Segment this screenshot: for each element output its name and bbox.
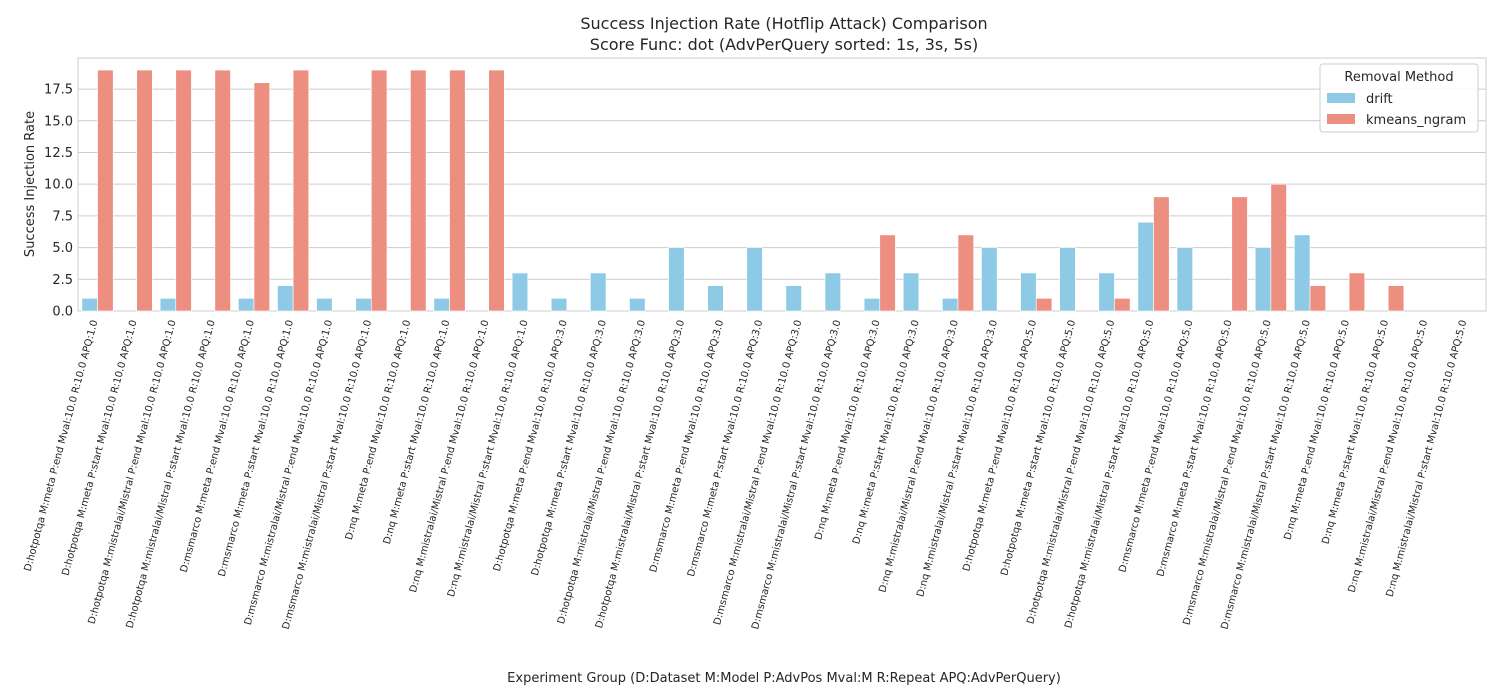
bar-kmeans-ngram	[1309, 285, 1326, 312]
chart-title: Success Injection Rate (Hotflip Attack) …	[580, 14, 987, 33]
bar-drift	[629, 298, 646, 312]
bar-drift	[707, 285, 724, 312]
bar-kmeans-ngram	[371, 69, 388, 312]
legend: Removal Method drift kmeans_ngram	[1319, 63, 1479, 133]
legend-label-kmeans-ngram: kmeans_ngram	[1366, 113, 1466, 128]
y-tick-label: 7.5	[52, 209, 73, 224]
y-tick-label: 17.5	[44, 83, 73, 98]
y-tick-label: 5.0	[52, 241, 73, 256]
bar-drift	[433, 298, 450, 312]
legend-box	[1319, 63, 1479, 133]
bar-drift	[863, 298, 881, 312]
bar-drift	[1059, 247, 1076, 312]
bar-drift	[1020, 272, 1037, 312]
chart-subtitle: Score Func: dot (AdvPerQuery sorted: 1s,…	[590, 35, 978, 54]
y-tick-labels: 0.0 2.5 5.0 7.5 10.0 12.5 15.0 17.5	[44, 83, 73, 320]
bar-kmeans-ngram	[410, 69, 427, 312]
bar-drift	[1098, 272, 1115, 312]
bar-drift	[81, 298, 98, 312]
bar-drift	[942, 298, 959, 312]
bar-kmeans-ngram	[253, 82, 270, 312]
bar-kmeans-ngram	[1114, 298, 1131, 312]
bar-kmeans-ngram	[97, 69, 114, 312]
bar-drift	[316, 298, 333, 312]
bar-kmeans-ngram	[1270, 183, 1287, 312]
bar-drift	[785, 285, 802, 312]
bar-drift	[277, 285, 294, 312]
bar-drift	[902, 272, 920, 312]
bar-drift	[668, 247, 685, 312]
legend-title: Removal Method	[1344, 70, 1453, 85]
bar-drift	[159, 298, 177, 312]
bars	[81, 69, 1405, 312]
bar-drift	[238, 298, 255, 312]
bar-kmeans-ngram	[1231, 196, 1248, 312]
bar-drift	[981, 247, 998, 312]
bar-drift	[550, 298, 568, 312]
bar-drift	[1254, 247, 1272, 312]
bar-drift	[1176, 247, 1193, 312]
legend-swatch-drift	[1327, 93, 1355, 103]
y-tick-label: 10.0	[44, 178, 73, 193]
bar-drift	[746, 247, 763, 312]
x-axis-label: Experiment Group (D:Dataset M:Model P:Ad…	[507, 671, 1061, 686]
legend-label-drift: drift	[1366, 92, 1393, 107]
bar-kmeans-ngram	[214, 69, 231, 312]
bar-kmeans-ngram	[1153, 196, 1170, 312]
bar-drift	[590, 272, 607, 312]
y-tick-label: 0.0	[52, 305, 73, 320]
bar-kmeans-ngram	[175, 69, 192, 312]
bar-kmeans-ngram	[449, 69, 466, 312]
bar-kmeans-ngram	[1387, 285, 1405, 312]
bar-drift	[824, 272, 841, 312]
bar-kmeans-ngram	[488, 69, 505, 312]
legend-swatch-kmeans-ngram	[1327, 114, 1355, 124]
bar-kmeans-ngram	[136, 69, 153, 312]
bar-kmeans-ngram	[879, 234, 896, 312]
bar-drift	[511, 272, 529, 312]
bar-kmeans-ngram	[1348, 272, 1366, 312]
bar-kmeans-ngram	[1035, 298, 1053, 312]
bar-drift	[1137, 221, 1154, 312]
y-tick-label: 12.5	[44, 146, 73, 161]
bar-drift	[355, 298, 372, 312]
bar-kmeans-ngram	[957, 234, 974, 312]
y-gridlines	[78, 88, 1486, 312]
y-tick-label: 15.0	[44, 114, 73, 129]
y-tick-label: 2.5	[52, 273, 73, 288]
y-axis-label: Success Injection Rate	[23, 111, 38, 257]
bar-drift	[1294, 234, 1311, 312]
bar-kmeans-ngram	[292, 69, 310, 312]
